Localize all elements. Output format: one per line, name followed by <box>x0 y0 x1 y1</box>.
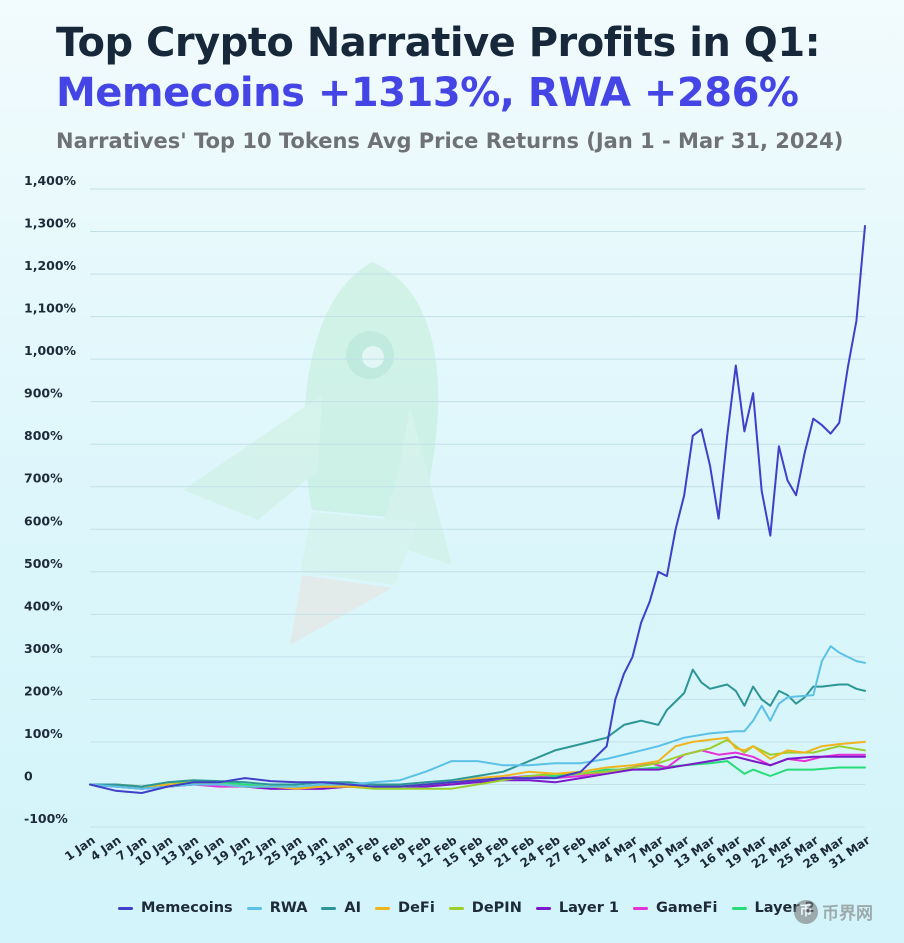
legend-swatch <box>118 906 133 910</box>
series-line-ai <box>89 668 866 788</box>
series-line-memecoins <box>89 225 866 794</box>
legend-swatch <box>448 906 464 910</box>
legend-label: DeFi <box>398 900 435 916</box>
legend-item-layer-1: Layer 1 <box>535 900 619 916</box>
legend-item-rwa: RWA <box>246 900 308 916</box>
watermark: 币 币界网 <box>794 899 873 924</box>
chart-title-line-1: Top Crypto Narrative Profits in Q1: <box>56 20 821 66</box>
rocket-illustration <box>183 262 452 645</box>
legend-swatch <box>375 906 391 910</box>
chart-grid <box>90 188 865 828</box>
y-tick-label: 200% <box>24 683 63 698</box>
watermark-text: 币界网 <box>822 904 873 924</box>
legend-item-defi: DeFi <box>375 900 435 916</box>
legend-item-ai: AI <box>321 900 361 916</box>
legend-swatch <box>731 906 747 910</box>
y-tick-label: 800% <box>24 428 63 443</box>
y-tick-label: 1,200% <box>24 258 77 273</box>
legend-item-depin: DePIN <box>448 900 522 916</box>
legend-item-memecoins: Memecoins <box>118 900 233 916</box>
y-tick-label: 1,300% <box>24 216 77 231</box>
legend-label: GameFi <box>655 900 718 916</box>
chart-series <box>89 225 866 794</box>
line-chart: -100% 0 100% 200% 300% 400% 500% 600% 700% 800% 90… <box>24 173 873 872</box>
chart-title-line-2: Memecoins +1313%, RWA +286% <box>56 70 799 116</box>
legend-label: DePIN <box>471 900 522 916</box>
y-tick-label: 1,000% <box>24 343 77 358</box>
legend-item-gamefi: GameFi <box>632 900 718 916</box>
legend-label: AI <box>344 900 362 916</box>
chart-legend: Memecoins RWA AI DeFi DePIN Layer 1 GameFi Laye… <box>118 900 815 916</box>
legend-swatch <box>246 906 262 910</box>
y-tick-label: 900% <box>24 386 63 401</box>
y-tick-label: 0 <box>24 768 33 783</box>
y-tick-label: 700% <box>24 471 63 486</box>
legend-label: Memecoins <box>141 900 233 916</box>
y-tick-label: 1,400% <box>24 173 77 188</box>
legend-swatch <box>321 906 337 910</box>
y-axis: -100% 0 100% 200% 300% 400% 500% 600% 700% 800% 90… <box>24 173 77 826</box>
y-tick-label: 1,100% <box>24 301 77 316</box>
legend-label: Layer 1 <box>558 900 619 916</box>
y-tick-label: 100% <box>24 726 63 741</box>
watermark-logo: 币 <box>794 899 818 924</box>
y-tick-label: 500% <box>24 556 63 571</box>
legend-swatch <box>632 906 648 910</box>
y-tick-label: 300% <box>24 641 63 656</box>
legend-label: RWA <box>269 900 308 916</box>
series-line-rwa <box>89 645 866 790</box>
y-tick-label: 600% <box>24 513 63 528</box>
chart-subtitle: Narratives' Top 10 Tokens Avg Price Retu… <box>56 129 844 153</box>
y-tick-label: -100% <box>24 811 68 826</box>
y-tick-label: 400% <box>24 598 63 613</box>
legend-swatch <box>535 906 551 910</box>
